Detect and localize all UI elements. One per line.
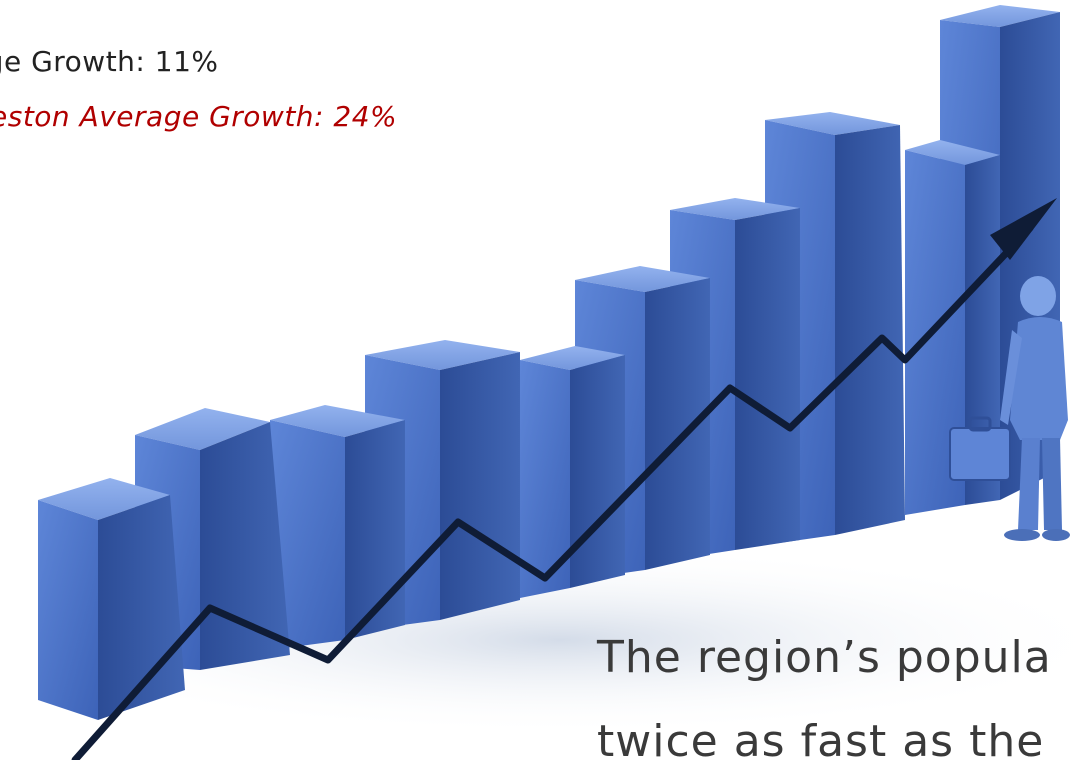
national-average-growth-text: rage Growth: 11% — [0, 45, 219, 78]
bar-5 — [520, 346, 625, 598]
rising-arrow-icon — [71, 198, 1057, 760]
bar-3 — [270, 405, 405, 650]
caption-line-2: twice as fast as the — [597, 716, 1045, 767]
bar-chart-bars — [38, 5, 1060, 720]
caption-line-1: The region’s popula — [597, 632, 1052, 683]
bar-1 — [38, 478, 185, 720]
businessman-icon — [1000, 276, 1070, 541]
briefcase-icon — [949, 416, 1011, 481]
region-average-growth-text: eston Average Growth: 24% — [0, 100, 398, 133]
